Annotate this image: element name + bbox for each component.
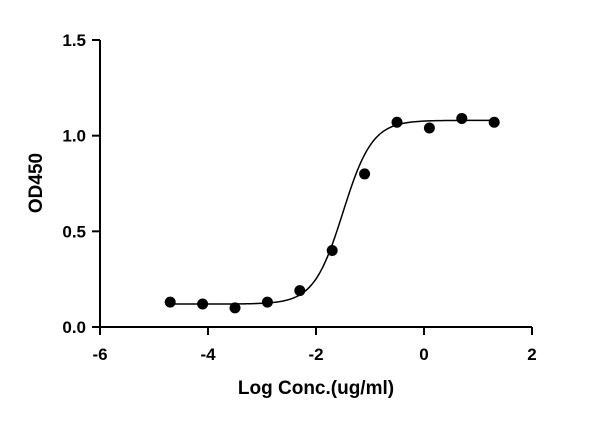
data-point — [456, 112, 468, 124]
data-point — [488, 116, 500, 128]
data-point — [423, 122, 435, 134]
data-points — [164, 112, 500, 314]
x-tick-label: 2 — [527, 345, 536, 364]
y-ticks: 0.0 0.5 1.0 1.5 — [62, 31, 100, 337]
x-tick-label: 0 — [419, 345, 428, 364]
data-point — [326, 244, 338, 256]
y-tick-label: 0.5 — [62, 222, 86, 241]
y-axis-label: OD450 — [26, 153, 47, 213]
x-ticks: -6 -4 -2 0 2 — [92, 327, 537, 364]
data-point — [261, 296, 273, 308]
data-point — [197, 298, 209, 310]
x-tick-label: -6 — [92, 345, 107, 364]
x-tick-label: -4 — [200, 345, 216, 364]
data-point — [359, 168, 371, 180]
y-tick-label: 1.5 — [62, 31, 86, 50]
axes — [99, 40, 532, 328]
x-tick-label: -2 — [308, 345, 323, 364]
y-tick-label: 1.0 — [62, 127, 86, 146]
x-axis-label: Log Conc.(ug/ml) — [238, 378, 394, 399]
data-point — [229, 302, 241, 314]
data-point — [294, 285, 306, 297]
data-point — [391, 116, 403, 128]
data-point — [164, 296, 176, 308]
fit-curve-line — [170, 119, 495, 305]
y-tick-label: 0.0 — [62, 318, 86, 337]
